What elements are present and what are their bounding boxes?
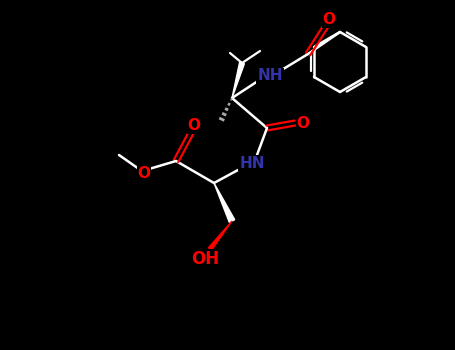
Text: O: O [137, 166, 151, 181]
Text: NH: NH [257, 69, 283, 84]
Polygon shape [214, 183, 235, 222]
Text: OH: OH [191, 250, 219, 268]
Text: HN: HN [239, 155, 265, 170]
Text: O: O [297, 116, 309, 131]
Polygon shape [208, 221, 232, 250]
Text: O: O [323, 13, 335, 28]
Text: O: O [187, 119, 201, 133]
Polygon shape [232, 62, 244, 98]
